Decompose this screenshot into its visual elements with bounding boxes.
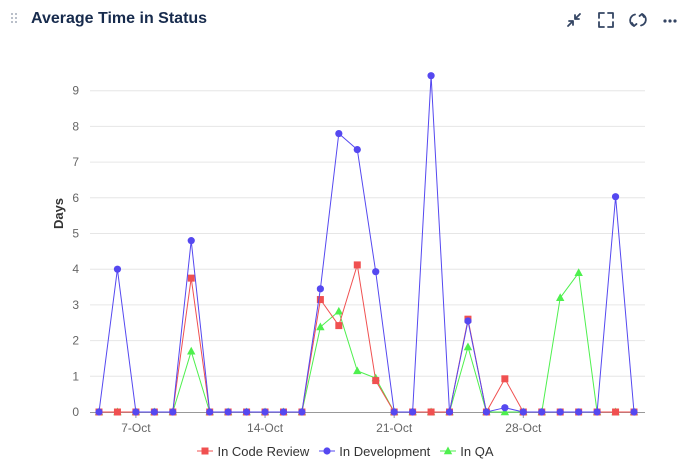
data-point-in-qa bbox=[353, 366, 362, 375]
data-point-in-code-review bbox=[187, 274, 195, 282]
y-tick-label: 6 bbox=[72, 191, 79, 205]
y-tick-label: 4 bbox=[72, 262, 79, 276]
y-tick-label: 1 bbox=[72, 369, 79, 383]
data-point-in-development bbox=[224, 408, 232, 416]
data-point-in-development bbox=[279, 408, 288, 416]
y-tick-label: 0 bbox=[72, 405, 79, 419]
legend-item-in-qa[interactable]: In QA bbox=[440, 443, 494, 459]
data-point-in-qa bbox=[187, 346, 196, 355]
y-tick-label: 9 bbox=[72, 84, 79, 98]
legend-label: In Development bbox=[339, 443, 431, 459]
y-tick-label: 5 bbox=[72, 227, 79, 241]
legend-symbol-in-development bbox=[319, 447, 336, 455]
legend-item-in-code-review[interactable]: In Code Review bbox=[197, 444, 309, 459]
series-in-development bbox=[95, 72, 638, 416]
data-point-in-code-review bbox=[353, 261, 361, 269]
data-point-in-development bbox=[464, 317, 472, 325]
x-tick-label: 14-Oct bbox=[247, 421, 284, 435]
data-point-in-qa bbox=[574, 268, 583, 276]
data-point-in-development bbox=[611, 193, 620, 201]
data-point-in-code-review bbox=[316, 296, 324, 304]
chart-grid bbox=[90, 90, 645, 377]
y-tick-label: 7 bbox=[72, 155, 79, 169]
data-point-in-development bbox=[132, 408, 140, 416]
data-point-in-code-review bbox=[612, 408, 620, 416]
data-point-in-development bbox=[445, 408, 454, 416]
data-point-in-development bbox=[409, 408, 417, 416]
data-point-in-code-review bbox=[427, 408, 435, 416]
data-point-in-development bbox=[242, 408, 251, 416]
y-tick-label: 8 bbox=[72, 119, 79, 133]
data-point-in-development bbox=[538, 408, 546, 416]
data-point-in-development bbox=[390, 408, 398, 416]
legend-marker bbox=[201, 447, 209, 455]
chart-series bbox=[94, 72, 639, 416]
data-point-in-development bbox=[372, 268, 380, 276]
legend-marker bbox=[444, 446, 453, 455]
data-point-in-development bbox=[169, 408, 177, 416]
data-point-in-code-review bbox=[113, 408, 121, 416]
data-point-in-development bbox=[353, 146, 361, 154]
series-line-in-qa bbox=[99, 272, 634, 413]
data-point-in-qa bbox=[316, 322, 325, 331]
widget-header: Average Time in Status bbox=[0, 0, 691, 40]
drag-handle-icon[interactable] bbox=[11, 13, 19, 27]
data-point-in-development bbox=[261, 408, 269, 416]
data-point-in-development bbox=[206, 408, 214, 416]
more-options-button[interactable] bbox=[657, 9, 683, 31]
data-point-in-development bbox=[593, 408, 601, 416]
x-tick-label: 7-Oct bbox=[121, 421, 151, 435]
legend-symbol-in-code-review bbox=[197, 447, 214, 455]
fullscreen-icon bbox=[598, 12, 614, 28]
data-point-in-qa bbox=[500, 407, 510, 416]
legend-symbol-in-qa bbox=[440, 446, 457, 455]
widget-title: Average Time in Status bbox=[31, 10, 208, 27]
data-point-in-development bbox=[630, 408, 638, 416]
data-point-in-development bbox=[316, 285, 324, 293]
refresh-icon bbox=[629, 13, 647, 27]
legend-marker bbox=[323, 447, 331, 455]
y-axis-ticks: 0 1 2 3 4 5 6 7 8 9 bbox=[72, 84, 79, 419]
data-point-in-development bbox=[187, 237, 195, 245]
data-point-in-development bbox=[298, 408, 306, 416]
data-point-in-qa bbox=[463, 342, 473, 351]
legend-label: In QA bbox=[460, 443, 494, 459]
y-axis-label: Days bbox=[51, 198, 66, 229]
data-point-in-development bbox=[501, 404, 509, 412]
fullscreen-button[interactable] bbox=[593, 9, 619, 31]
data-point-in-development bbox=[150, 408, 158, 416]
data-point-in-development bbox=[519, 408, 527, 416]
refresh-button[interactable] bbox=[625, 9, 651, 31]
data-point-in-development bbox=[95, 408, 103, 416]
data-point-in-development bbox=[575, 408, 583, 416]
average-time-line-chart: 0 1 2 3 4 5 6 7 8 9 7-Oct 14-Oct 21-Oct 28-Oct Days bbox=[51, 72, 645, 435]
data-point-in-code-review bbox=[372, 377, 380, 385]
data-point-in-development bbox=[335, 129, 343, 138]
data-point-in-code-review bbox=[501, 375, 509, 383]
widget-toolbar bbox=[561, 9, 683, 31]
series-in-code-review bbox=[95, 261, 638, 416]
x-tick-label: 28-Oct bbox=[505, 421, 542, 435]
data-point-in-development bbox=[482, 408, 491, 416]
legend-label: In Code Review bbox=[217, 443, 310, 459]
minimize-icon bbox=[567, 13, 581, 27]
data-point-in-development bbox=[556, 408, 564, 416]
data-point-in-qa bbox=[556, 293, 565, 301]
x-tick-label: 21-Oct bbox=[376, 421, 413, 435]
minimize-button[interactable] bbox=[561, 9, 587, 31]
data-point-in-development bbox=[113, 265, 122, 273]
data-point-in-code-review bbox=[335, 322, 343, 330]
series-in-qa bbox=[94, 268, 639, 416]
chart-legend: In Code Review In Development In QA bbox=[0, 441, 691, 461]
legend-item-in-development[interactable]: In Development bbox=[319, 444, 430, 459]
y-tick-label: 2 bbox=[72, 334, 79, 348]
data-point-in-qa bbox=[334, 306, 344, 315]
data-point-in-development bbox=[427, 72, 435, 80]
more-options-icon bbox=[663, 19, 677, 23]
y-tick-label: 3 bbox=[72, 298, 79, 312]
